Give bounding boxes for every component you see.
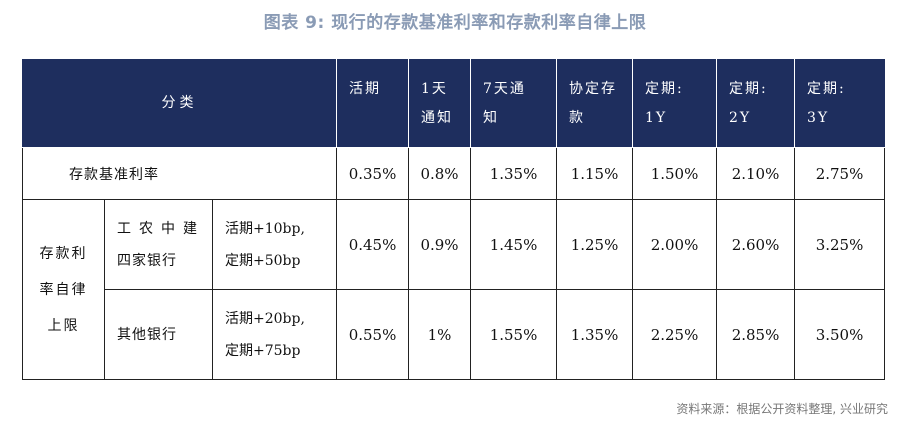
header-row: 分类 活期 1天 通知 7天通知 协定存款 定期: 1Y 定期: 2Y 定期: 3Y — [21, 59, 886, 148]
deposit-rate-table: 分类 活期 1天 通知 7天通知 协定存款 定期: 1Y 定期: 2Y 定期: 3Y 存… — [21, 59, 886, 380]
header-col-7d-notice: 7天通知 — [470, 59, 558, 148]
source-note: 资料来源：根据公开资料整理, 兴业研究 — [676, 402, 888, 416]
cell-value: 2.75% — [794, 147, 886, 200]
group-label-self-discipline-cap: 存款利 率自律 上限 — [22, 199, 105, 380]
header-col-agreement: 协定存款 — [556, 59, 634, 148]
cell-value: 1.15% — [556, 147, 634, 200]
cell-value: 0.55% — [336, 289, 410, 380]
cell-value: 0.9% — [408, 199, 472, 290]
figure-title: 图表 9: 现行的存款基准利率和存款利率自律上限 — [263, 13, 647, 33]
table-row-base-rate: 存款基准利率 0.35% 0.8% 1.35% 1.15% 1.50% 2.10… — [21, 147, 886, 200]
table-row-big-four: 存款利 率自律 上限 工农中建 四家银行 活期+10bp, 定期+50bp 0.45% … — [22, 199, 886, 380]
cell-value: 0.35% — [336, 147, 410, 200]
cell-value: 0.8% — [408, 147, 472, 200]
header-col-1d-notice: 1天 通知 — [408, 59, 472, 148]
cell-value: 1.55% — [470, 289, 558, 380]
rule-label-other: 活期+20bp, 定期+75bp — [211, 289, 338, 380]
cell-value: 3.50% — [794, 289, 886, 380]
row-label-base-rate: 存款基准利率 — [21, 147, 338, 200]
cell-value: 2.00% — [632, 199, 718, 290]
header-category: 分类 — [21, 59, 338, 148]
cell-value: 1.35% — [556, 289, 634, 380]
header-col-3y: 定期: 3Y — [794, 59, 886, 148]
cell-value: 2.25% — [632, 289, 718, 380]
header-col-1y: 定期: 1Y — [632, 59, 718, 148]
bank-label-big-four: 工农中建 四家银行 — [104, 199, 213, 290]
cell-value: 2.85% — [716, 289, 796, 380]
cell-value: 2.60% — [716, 199, 796, 290]
cell-value: 1.35% — [470, 147, 558, 200]
cell-value: 1% — [408, 289, 472, 380]
cell-value: 3.25% — [794, 199, 886, 290]
cell-value: 2.10% — [716, 147, 796, 200]
cell-value: 1.25% — [556, 199, 634, 290]
header-col-demand: 活期 — [336, 59, 410, 148]
header-col-2y: 定期: 2Y — [716, 59, 796, 148]
bank-label-other: 其他银行 — [104, 289, 213, 380]
table-row-other-banks: 其他银行 活期+20bp, 定期+75bp 0.55% 1% 1.55% 1.35… — [23, 289, 886, 380]
cell-value: 1.50% — [632, 147, 718, 200]
rule-label-big-four: 活期+10bp, 定期+50bp — [211, 199, 338, 290]
cell-value: 1.45% — [470, 199, 558, 290]
cell-value: 0.45% — [336, 199, 410, 290]
